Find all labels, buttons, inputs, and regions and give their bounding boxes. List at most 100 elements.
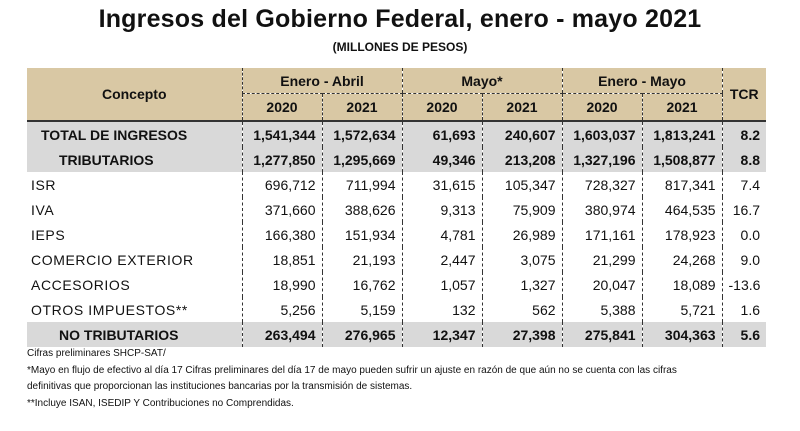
cell: 464,535 xyxy=(641,197,723,222)
cell: 26,989 xyxy=(481,222,563,247)
header-tcr: TCR xyxy=(721,68,767,121)
cell: 696,712 xyxy=(241,172,322,197)
header-group-mayo: Mayo* xyxy=(401,68,563,94)
header-year: 2020 xyxy=(561,93,643,121)
cell: 9,313 xyxy=(401,197,482,222)
cell: 1,508,877 xyxy=(641,147,723,172)
cell: 27,398 xyxy=(481,322,563,347)
header-year: 2021 xyxy=(481,93,563,121)
cell-tcr: 16.7 xyxy=(721,197,767,222)
cell: 2,447 xyxy=(401,247,482,272)
cell: 132 xyxy=(401,297,482,322)
table-row: OTROS IMPUESTOS** 5,256 5,159 132 562 5,… xyxy=(27,297,767,322)
cell: 1,603,037 xyxy=(561,120,643,147)
footnote: Cifras preliminares SHCP-SAT/ xyxy=(27,348,166,359)
row-label: ISR xyxy=(27,172,242,197)
footnote: *Mayo en flujo de efectivo al día 17 Cif… xyxy=(27,364,677,376)
table-row: COMERCIO EXTERIOR 18,851 21,193 2,447 3,… xyxy=(27,247,767,272)
cell: 5,721 xyxy=(641,297,723,322)
page-subtitle: (MILLONES DE PESOS) xyxy=(332,40,468,54)
cell-tcr: 1.6 xyxy=(721,297,767,322)
cell: 562 xyxy=(481,297,563,322)
cell: 18,089 xyxy=(641,272,723,297)
cell-tcr: 0.0 xyxy=(721,222,767,247)
table-row: ACCESORIOS 18,990 16,762 1,057 1,327 20,… xyxy=(27,272,767,297)
cell: 1,295,669 xyxy=(321,147,402,172)
header-concepto: Concepto xyxy=(27,68,242,121)
cell: 49,346 xyxy=(401,147,482,172)
footnote: definitivas que proporcionan las institu… xyxy=(27,381,413,392)
cell: 388,626 xyxy=(321,197,402,222)
table-row-tributarios: TRIBUTARIOS 1,277,850 1,295,669 49,346 2… xyxy=(27,147,767,172)
cell: 24,268 xyxy=(641,247,723,272)
cell: 20,047 xyxy=(561,272,643,297)
cell: 166,380 xyxy=(241,222,322,247)
table-row-no-tributarios: NO TRIBUTARIOS 263,494 276,965 12,347 27… xyxy=(27,322,767,347)
cell: 61,693 xyxy=(401,120,482,147)
header-year: 2021 xyxy=(641,93,723,121)
cell: 1,572,634 xyxy=(321,120,402,147)
cell-tcr: 8.8 xyxy=(721,147,767,172)
cell: 18,990 xyxy=(241,272,322,297)
header-year: 2020 xyxy=(401,93,482,121)
cell: 1,277,850 xyxy=(241,147,322,172)
cell: 276,965 xyxy=(321,322,402,347)
footnotes: Cifras preliminares SHCP-SAT/ *Mayo en f… xyxy=(27,346,677,412)
cell: 178,923 xyxy=(641,222,723,247)
cell: 5,388 xyxy=(561,297,643,322)
header-group-enero-abril: Enero - Abril xyxy=(241,68,402,94)
row-label: IEPS xyxy=(27,222,242,247)
cell: 371,660 xyxy=(241,197,322,222)
cell: 21,299 xyxy=(561,247,643,272)
table-row: IVA 371,660 388,626 9,313 75,909 380,974… xyxy=(27,197,767,222)
cell: 728,327 xyxy=(561,172,643,197)
row-label: IVA xyxy=(27,197,242,222)
cell: 817,341 xyxy=(641,172,723,197)
cell: 1,057 xyxy=(401,272,482,297)
row-label: TRIBUTARIOS xyxy=(27,147,242,172)
cell: 12,347 xyxy=(401,322,482,347)
cell-tcr: 7.4 xyxy=(721,172,767,197)
footnote: **Incluye ISAN, ISEDIP Y Contribuciones … xyxy=(27,397,294,409)
cell: 4,781 xyxy=(401,222,482,247)
cell: 304,363 xyxy=(641,322,723,347)
cell: 1,327 xyxy=(481,272,563,297)
income-table: Concepto Enero - Abril Mayo* Enero - May… xyxy=(27,68,767,347)
row-label: TOTAL DE INGRESOS xyxy=(27,120,242,147)
header-year: 2021 xyxy=(321,93,402,121)
cell: 16,762 xyxy=(321,272,402,297)
cell: 75,909 xyxy=(481,197,563,222)
cell-tcr: 9.0 xyxy=(721,247,767,272)
cell: 275,841 xyxy=(561,322,643,347)
table-row: ISR 696,712 711,994 31,615 105,347 728,3… xyxy=(27,172,767,197)
cell: 171,161 xyxy=(561,222,643,247)
cell: 1,327,196 xyxy=(561,147,643,172)
cell-tcr: 8.2 xyxy=(721,120,767,147)
row-label: ACCESORIOS xyxy=(27,272,242,297)
row-label: COMERCIO EXTERIOR xyxy=(27,247,242,272)
table-row: IEPS 166,380 151,934 4,781 26,989 171,16… xyxy=(27,222,767,247)
cell: 711,994 xyxy=(321,172,402,197)
cell-tcr: 5.6 xyxy=(721,322,767,347)
cell: 31,615 xyxy=(401,172,482,197)
cell: 1,541,344 xyxy=(241,120,322,147)
cell: 5,256 xyxy=(241,297,322,322)
cell: 151,934 xyxy=(321,222,402,247)
cell: 3,075 xyxy=(481,247,563,272)
cell: 263,494 xyxy=(241,322,322,347)
cell: 380,974 xyxy=(561,197,643,222)
cell: 21,193 xyxy=(321,247,402,272)
table-row-total: TOTAL DE INGRESOS 1,541,344 1,572,634 61… xyxy=(27,120,767,147)
cell: 105,347 xyxy=(481,172,563,197)
cell: 18,851 xyxy=(241,247,322,272)
cell: 213,208 xyxy=(481,147,563,172)
row-label: OTROS IMPUESTOS** xyxy=(27,297,242,322)
page-title: Ingresos del Gobierno Federal, enero - m… xyxy=(98,5,702,33)
cell-tcr: -13.6 xyxy=(721,272,767,297)
header-year: 2020 xyxy=(241,93,322,121)
row-label: NO TRIBUTARIOS xyxy=(27,322,242,347)
cell: 1,813,241 xyxy=(641,120,723,147)
cell: 240,607 xyxy=(481,120,563,147)
cell: 5,159 xyxy=(321,297,402,322)
header-group-enero-mayo: Enero - Mayo xyxy=(561,68,723,94)
